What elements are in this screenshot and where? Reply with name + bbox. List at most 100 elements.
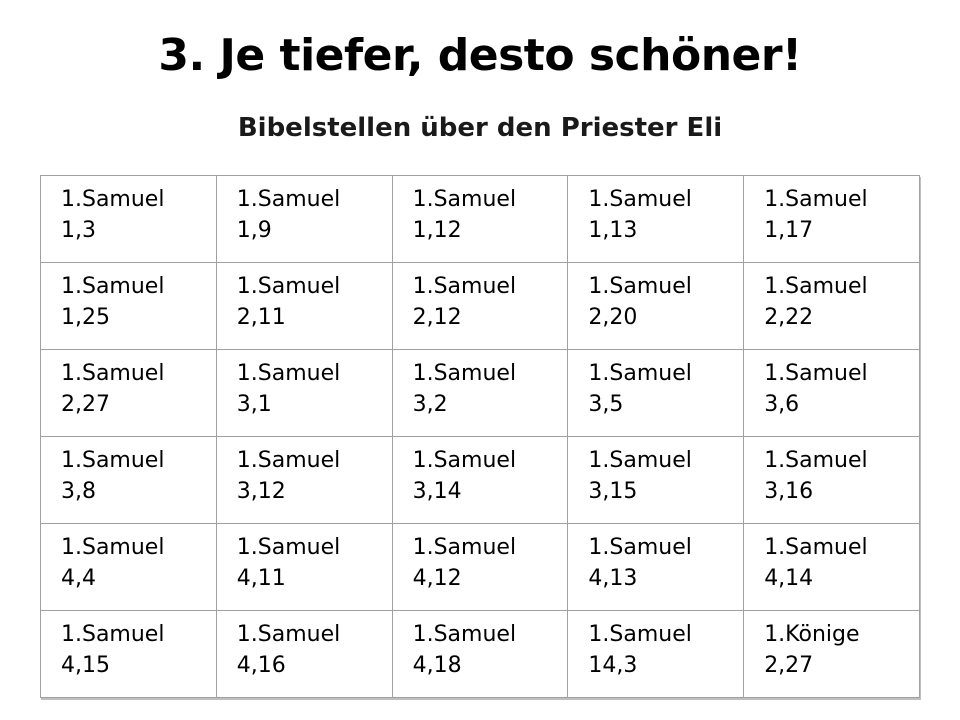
chapter-verse: 2,27 bbox=[764, 653, 814, 678]
chapter-verse: 3,15 bbox=[588, 479, 638, 504]
reference-cell: 1.Samuel 3,1 bbox=[215, 349, 393, 437]
book-name: 1.Samuel bbox=[764, 361, 868, 386]
reference-cell: 1.Samuel 3,6 bbox=[743, 349, 920, 437]
book-name: 1.Samuel bbox=[412, 622, 517, 647]
book-name: 1.Samuel bbox=[588, 361, 692, 386]
chapter-verse: 4,15 bbox=[61, 653, 110, 678]
book-name: 1.Samuel bbox=[61, 274, 165, 299]
chapter-verse: 2,12 bbox=[412, 305, 462, 330]
chapter-verse: 2,22 bbox=[764, 305, 814, 330]
reference-cell: 1.Samuel 4,11 bbox=[215, 523, 393, 611]
book-name: 1.Samuel bbox=[764, 187, 868, 212]
chapter-verse: 3,8 bbox=[61, 479, 96, 504]
reference-cell: 1.Samuel 1,13 bbox=[567, 175, 745, 263]
reference-cell: 1.Samuel 2,20 bbox=[567, 262, 745, 350]
chapter-verse: 3,16 bbox=[764, 479, 814, 504]
chapter-verse: 3,12 bbox=[236, 479, 286, 504]
book-name: 1.Samuel bbox=[236, 361, 341, 386]
table-row: 1.Samuel 3,8 1.Samuel 3,12 1.Samuel 3,14 1.Sam… bbox=[40, 436, 920, 524]
chapter-verse: 1,9 bbox=[236, 218, 272, 243]
chapter-verse: 2,20 bbox=[588, 305, 638, 330]
book-name: 1.Samuel bbox=[236, 274, 341, 299]
bible-reference-table: 1.Samuel 1,3 1.Samuel 1,9 1.Samuel 1,12 1.Samu… bbox=[40, 175, 920, 698]
reference-cell: 1.Samuel 14,3 bbox=[567, 610, 745, 698]
book-name: 1.Samuel bbox=[412, 187, 517, 212]
book-name: 1.Samuel bbox=[588, 535, 692, 560]
book-name: 1.Samuel bbox=[61, 535, 165, 560]
reference-cell: 1.Samuel 4,18 bbox=[391, 610, 569, 698]
reference-cell: 1.Samuel 2,11 bbox=[215, 262, 393, 350]
book-name: 1.Samuel bbox=[412, 361, 517, 386]
book-name: 1.Könige bbox=[764, 622, 860, 647]
book-name: 1.Samuel bbox=[588, 274, 692, 299]
reference-cell: 1.Samuel 3,14 bbox=[391, 436, 569, 524]
chapter-verse: 3,6 bbox=[764, 392, 800, 417]
reference-cell: 1.Samuel 1,3 bbox=[40, 175, 217, 263]
chapter-verse: 1,25 bbox=[61, 305, 110, 330]
bible-reference-table-body: 1.Samuel 1,3 1.Samuel 1,9 1.Samuel 1,12 1.Samu… bbox=[40, 175, 920, 698]
reference-cell: 1.Samuel 2,27 bbox=[40, 349, 217, 437]
reference-cell: 1.Könige 2,27 bbox=[743, 610, 920, 698]
book-name: 1.Samuel bbox=[236, 187, 341, 212]
reference-cell: 1.Samuel 3,15 bbox=[567, 436, 745, 524]
table-row: 1.Samuel 4,4 1.Samuel 4,11 1.Samuel 4,12 1.Sam… bbox=[40, 523, 920, 611]
reference-cell: 1.Samuel 1,17 bbox=[743, 175, 920, 263]
chapter-verse: 3,1 bbox=[236, 392, 272, 417]
book-name: 1.Samuel bbox=[764, 535, 868, 560]
chapter-verse: 4,18 bbox=[412, 653, 462, 678]
table-row: 1.Samuel 1,3 1.Samuel 1,9 1.Samuel 1,12 1.Samu… bbox=[40, 175, 920, 263]
book-name: 1.Samuel bbox=[588, 187, 692, 212]
chapter-verse: 3,5 bbox=[588, 392, 624, 417]
reference-cell: 1.Samuel 3,12 bbox=[215, 436, 393, 524]
reference-cell: 1.Samuel 1,9 bbox=[215, 175, 393, 263]
chapter-verse: 4,14 bbox=[764, 566, 814, 591]
chapter-verse: 3,2 bbox=[412, 392, 448, 417]
chapter-verse: 1,17 bbox=[764, 218, 814, 243]
book-name: 1.Samuel bbox=[412, 274, 517, 299]
book-name: 1.Samuel bbox=[61, 361, 165, 386]
chapter-verse: 1,3 bbox=[61, 218, 96, 243]
reference-cell: 1.Samuel 2,22 bbox=[743, 262, 920, 350]
chapter-verse: 2,27 bbox=[61, 392, 110, 417]
book-name: 1.Samuel bbox=[236, 448, 341, 473]
reference-cell: 1.Samuel 3,5 bbox=[567, 349, 745, 437]
chapter-verse: 4,16 bbox=[236, 653, 286, 678]
book-name: 1.Samuel bbox=[412, 535, 517, 560]
book-name: 1.Samuel bbox=[588, 448, 692, 473]
reference-cell: 1.Samuel 4,13 bbox=[567, 523, 745, 611]
chapter-verse: 2,11 bbox=[236, 305, 286, 330]
book-name: 1.Samuel bbox=[61, 187, 165, 212]
reference-cell: 1.Samuel 3,16 bbox=[743, 436, 920, 524]
reference-cell: 1.Samuel 4,14 bbox=[743, 523, 920, 611]
book-name: 1.Samuel bbox=[61, 448, 165, 473]
book-name: 1.Samuel bbox=[412, 448, 517, 473]
book-name: 1.Samuel bbox=[236, 622, 341, 647]
chapter-verse: 4,12 bbox=[412, 566, 462, 591]
reference-cell: 1.Samuel 3,8 bbox=[40, 436, 217, 524]
reference-cell: 1.Samuel 2,12 bbox=[391, 262, 569, 350]
chapter-verse: 3,14 bbox=[412, 479, 462, 504]
chapter-verse: 1,12 bbox=[412, 218, 462, 243]
table-row: 1.Samuel 1,25 1.Samuel 2,11 1.Samuel 2,12 1.Sa… bbox=[40, 262, 920, 350]
book-name: 1.Samuel bbox=[764, 448, 868, 473]
book-name: 1.Samuel bbox=[61, 622, 165, 647]
chapter-verse: 4,4 bbox=[61, 566, 96, 591]
book-name: 1.Samuel bbox=[764, 274, 868, 299]
book-name: 1.Samuel bbox=[236, 535, 341, 560]
chapter-verse: 14,3 bbox=[588, 653, 638, 678]
reference-cell: 1.Samuel 1,25 bbox=[40, 262, 217, 350]
reference-cell: 1.Samuel 4,4 bbox=[40, 523, 217, 611]
reference-cell: 1.Samuel 4,15 bbox=[40, 610, 217, 698]
slide-subtitle: Bibelstellen über den Priester Eli bbox=[237, 113, 723, 143]
chapter-verse: 4,13 bbox=[588, 566, 638, 591]
reference-cell: 1.Samuel 1,12 bbox=[391, 175, 569, 263]
reference-cell: 1.Samuel 3,2 bbox=[391, 349, 569, 437]
reference-cell: 1.Samuel 4,16 bbox=[215, 610, 393, 698]
reference-cell: 1.Samuel 4,12 bbox=[391, 523, 569, 611]
chapter-verse: 1,13 bbox=[588, 218, 638, 243]
table-row: 1.Samuel 2,27 1.Samuel 3,1 1.Samuel 3,2 1.Samu… bbox=[40, 349, 920, 437]
chapter-verse: 4,11 bbox=[236, 566, 286, 591]
book-name: 1.Samuel bbox=[588, 622, 692, 647]
slide-title: 3. Je tiefer, desto schöner! bbox=[158, 30, 802, 81]
table-row: 1.Samuel 4,15 1.Samuel 4,16 1.Samuel 4,18 1.Sa… bbox=[40, 610, 920, 698]
